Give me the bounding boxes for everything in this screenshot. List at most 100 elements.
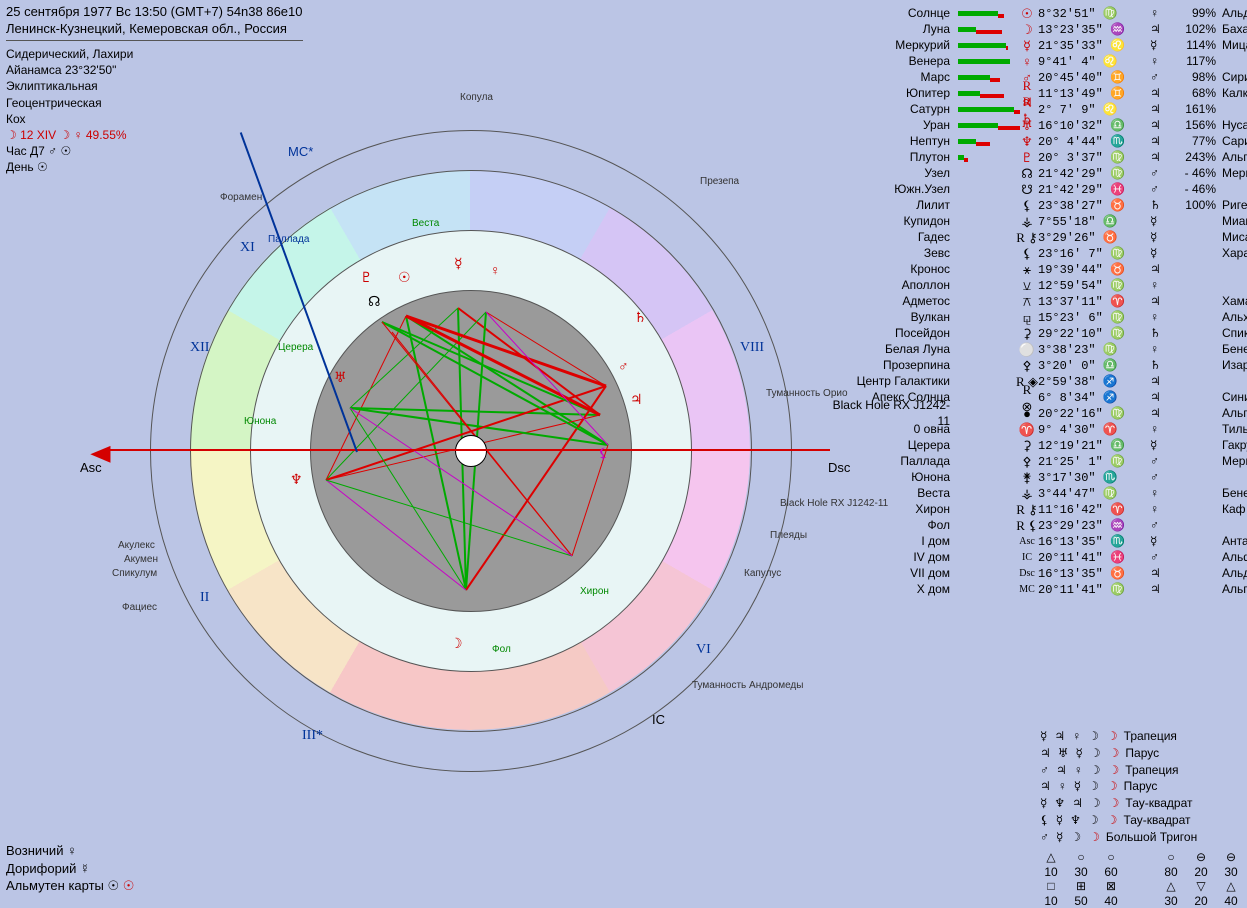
planet-glyph: ♂: [618, 360, 629, 376]
chart-label: Церера: [278, 342, 313, 353]
header-line2: Ленинск-Кузнецкий, Кемеровская обл., Рос…: [6, 21, 303, 41]
chart-label: Акумен: [124, 554, 158, 565]
planet-glyph: ♅: [334, 370, 347, 387]
house-number: III*: [302, 728, 323, 744]
planet-row: Церера⚳12°19'21" ♎☿Гакрукс: [830, 438, 1247, 454]
pattern-row: ♂ ♃ ♀ ☽☽Трапеция: [1040, 762, 1197, 779]
footer-1: Возничий ♀: [6, 842, 134, 860]
pattern-row: ☿ ♆ ♃ ☽☽Тау-квадрат: [1040, 795, 1197, 812]
planet-glyph: ♆: [290, 472, 303, 489]
chart-label: Капулус: [744, 568, 781, 579]
setting-system: Сидерический, Лахири: [6, 46, 133, 62]
setting-day: День ☉: [6, 159, 133, 175]
planet-row: Адметос⚻13°37'11" ♈♃Хамаль: [830, 294, 1247, 310]
mc-label: MC*: [288, 144, 313, 159]
chart-wheel: ◀ Asc Dsc MC* IC XIXIIIIIII*VIIIVI Копул…: [140, 120, 800, 780]
planet-row: Юнона⚵3°17'30" ♏♂: [830, 470, 1247, 486]
chart-label: Фациес: [122, 602, 157, 613]
planet-row: Центр ГалактикиR ◈2°59'38" ♐♃: [830, 374, 1247, 390]
planet-glyph: ⚸: [598, 446, 608, 463]
chart-label: Юнона: [244, 416, 276, 427]
chart-label: Фол: [492, 644, 511, 655]
chart-label: Спикулум: [112, 568, 157, 579]
pattern-row: ⚸ ☿ ♆ ☽☽Тау-квадрат: [1040, 812, 1197, 829]
planet-row: ХиронR ⚷11°16'42" ♈♀Каф: [830, 502, 1247, 518]
asc-dsc-axis: [110, 449, 830, 451]
footer-3: Альмутен карты ☉ ☉: [6, 877, 134, 895]
planet-row: Луна☽13°23'35" ♒♃102%Бахам: [830, 22, 1247, 38]
planet-row: Плутон♇20° 3'37" ♍♃243%Альгораб: [830, 150, 1247, 166]
planet-row: Black Hole RX J1242-11●20°22'16" ♍♃Альго…: [830, 406, 1247, 422]
header-line1: 25 сентября 1977 Вс 13:50 (GMT+7) 54n38 …: [6, 4, 303, 21]
house-number: XI: [240, 240, 255, 256]
pattern-row: ♂ ☿ ☽☽Большой Тригон: [1040, 829, 1197, 846]
setting-hour: Час Д7 ♂ ☉: [6, 143, 133, 159]
planet-row: IV домIC20°11'41" ♓♂Альферац: [830, 550, 1247, 566]
footer-2: Дорифорий ☿: [6, 860, 134, 878]
aspect-patterns: ☿ ♃ ♀ ☽☽Трапеция♃ ♅ ☿ ☽☽Парус♂ ♃ ♀ ☽☽Тра…: [1040, 728, 1197, 846]
chart-label: Акулекс: [118, 540, 155, 551]
legend-table: △○○○⊖⊖○10306080203070□⊞⊠△▽△▽105040302040…: [1040, 850, 1247, 908]
house-number: VIII: [740, 340, 764, 356]
center-dot: [455, 435, 487, 467]
planet-glyph: ♃: [630, 392, 643, 409]
planet-glyph: ☿: [454, 256, 463, 273]
planet-row: VII домDsc16°13'35" ♉♃Альдебаран: [830, 566, 1247, 582]
planet-row: Уран♅16°10'32" ♎♃156%Нусакан: [830, 118, 1247, 134]
chart-label: Туманность Андромеды: [692, 680, 803, 691]
planet-row: 0 овна♈9° 4'30" ♈♀Тиль: [830, 422, 1247, 438]
planet-row: Купидон⚶7°55'18" ♎☿Миаплацид: [830, 214, 1247, 230]
planet-row: Зевс⚸23°16' 7" ♍☿Хара: [830, 246, 1247, 262]
planet-row: Южн.Узел☋21°42'29" ♓♂- 46%: [830, 182, 1247, 198]
pattern-row: ♃ ♀ ☿ ☽☽Парус: [1040, 778, 1197, 795]
setting-ecliptic: Эклиптикальная: [6, 78, 133, 94]
planet-row: СатурнR ♄2° 7' 9" ♌♃161%: [830, 102, 1247, 118]
planet-glyph: ♇: [360, 270, 373, 287]
chart-label: Презепа: [700, 176, 739, 187]
house-number: XII: [190, 340, 209, 356]
chart-label: Хирон: [580, 586, 609, 597]
planet-glyph: ☉: [398, 270, 411, 287]
ic-label: IC: [652, 712, 665, 727]
planet-row: Посейдон⚳29°22'10" ♍♄Спика: [830, 326, 1247, 342]
chart-label: Плеяды: [770, 530, 807, 541]
asc-label: Asc: [80, 460, 102, 475]
setting-moon: ☽ 12 XIV ☽ ♀ 49.55%: [6, 127, 133, 143]
setting-ayanamsa: Айанамса 23°32'50": [6, 62, 133, 78]
planet-row: ЮпитерR ♃11°13'49" ♊♃68%Калкс: [830, 86, 1247, 102]
planet-row: X домMC20°11'41" ♍♃Альгораб: [830, 582, 1247, 598]
planet-row: Белая Луна⚪3°38'23" ♍♀Бенетнаш: [830, 342, 1247, 358]
planet-row: Паллада⚴21°25' 1" ♍♂Мерга: [830, 454, 1247, 470]
planet-glyph: ♄: [634, 310, 647, 327]
setting-houses: Кох: [6, 111, 133, 127]
planet-row: Кронос⚹19°39'44" ♉♃: [830, 262, 1247, 278]
planet-row: Марс♂20°45'40" ♊♂98%Сириус: [830, 70, 1247, 86]
planet-row: Веста⚶3°44'47" ♍♀Бенетнаш: [830, 486, 1247, 502]
planet-row: Солнце☉8°32'51" ♍♀99%Альдхиба: [830, 6, 1247, 22]
pattern-row: ♃ ♅ ☿ ☽☽Парус: [1040, 745, 1197, 762]
planet-table: Солнце☉8°32'51" ♍♀99%АльдхибаЛуна☽13°23'…: [830, 6, 1247, 598]
planet-row: Венера♀9°41' 4" ♌♀117%: [830, 54, 1247, 70]
planet-row: Нептун♆20° 4'44" ♏♃77%Сарин: [830, 134, 1247, 150]
settings-block: Сидерический, Лахири Айанамса 23°32'50" …: [6, 46, 133, 176]
footer-block: Возничий ♀ Дорифорий ☿ Альмутен карты ☉ …: [6, 842, 134, 895]
pattern-row: ☿ ♃ ♀ ☽☽Трапеция: [1040, 728, 1197, 745]
planet-glyph: ☊: [368, 294, 380, 311]
planet-row: Прозерпина⚴3°20' 0" ♎♄Изар: [830, 358, 1247, 374]
planet-row: ГадесR ⚷3°29'26" ♉☿Мисам: [830, 230, 1247, 246]
house-number: II: [200, 590, 209, 606]
planet-row: Меркурий☿21°35'33" ♌☿114%Мицар: [830, 38, 1247, 54]
planet-glyph: ☽: [450, 636, 463, 653]
chart-label: Копула: [460, 92, 493, 103]
chart-label: Форамен: [220, 192, 262, 203]
planet-row: I домAsc16°13'35" ♏☿Антарес: [830, 534, 1247, 550]
planet-row: ФолR ⚸23°29'23" ♒♂: [830, 518, 1247, 534]
setting-center: Геоцентрическая: [6, 95, 133, 111]
planet-row: Лилит⚸23°38'27" ♉♄100%Ригель: [830, 198, 1247, 214]
house-number: VI: [696, 642, 711, 658]
chart-label: Веста: [412, 218, 439, 229]
planet-row: Вулкан⚼15°23' 6" ♍♀Альхена: [830, 310, 1247, 326]
planet-row: Узел☊21°42'29" ♍♂- 46%Мерга: [830, 166, 1247, 182]
header-block: 25 сентября 1977 Вс 13:50 (GMT+7) 54n38 …: [6, 4, 303, 47]
planet-glyph: ♀: [490, 264, 501, 280]
